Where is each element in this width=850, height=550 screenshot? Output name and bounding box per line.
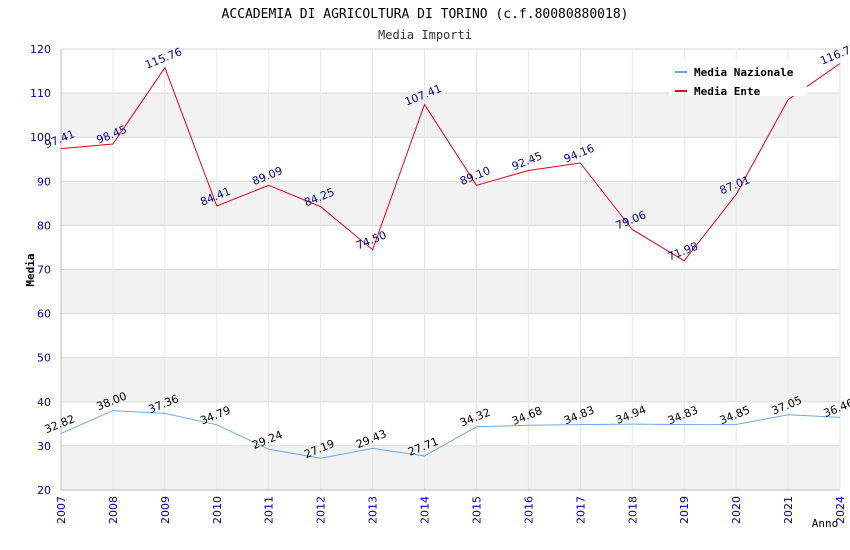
x-tick-label: 2010	[211, 496, 224, 524]
plot-background-bands	[61, 49, 840, 490]
x-tick-label: 2012	[315, 496, 328, 524]
x-tick-label: 2013	[367, 496, 380, 524]
x-tick-label: 2016	[522, 496, 535, 524]
y-tick-label: 30	[37, 440, 51, 453]
y-tick-label: 40	[37, 396, 51, 409]
y-tick-label: 50	[37, 352, 51, 365]
chart-subtitle: Media Importi	[378, 28, 472, 42]
series-lines	[60, 63, 841, 459]
y-tick-label: 100	[30, 131, 51, 144]
y-tick-label: 90	[37, 175, 51, 188]
legend: Media Nazionale Media Ente	[669, 60, 807, 98]
x-tick-label: 2014	[419, 496, 432, 524]
gridlines	[60, 48, 841, 491]
x-tick-label: 2007	[55, 496, 68, 524]
x-tick-label: 2021	[782, 496, 795, 524]
plot-band	[61, 357, 840, 402]
plot-band	[61, 313, 840, 358]
x-tick-label: 2020	[730, 496, 743, 524]
legend-label: Media Ente	[694, 85, 761, 98]
x-axis-title: Anno	[812, 517, 839, 530]
x-tick-label: 2017	[574, 496, 587, 524]
x-tick-label: 2009	[159, 496, 172, 524]
y-tick-label: 60	[37, 308, 51, 321]
y-axis-ticks: 20 30 40 50 60 70 80 90 100 110 120	[30, 43, 51, 497]
y-tick-label: 110	[30, 87, 51, 100]
x-tick-label: 2011	[263, 496, 276, 524]
y-tick-label: 70	[37, 264, 51, 277]
plot-band	[61, 137, 840, 182]
plot-band	[61, 225, 840, 270]
y-axis-title: Media	[24, 253, 37, 286]
x-tick-label: 2008	[107, 496, 120, 524]
x-tick-label: 2024	[834, 496, 847, 524]
plot-band	[61, 401, 840, 446]
x-tick-label: 2015	[470, 496, 483, 524]
series-line-1	[60, 63, 841, 262]
legend-label: Media Nazionale	[694, 66, 794, 79]
x-tick-label: 2019	[678, 496, 691, 524]
y-tick-label: 80	[37, 219, 51, 232]
y-tick-label: 20	[37, 484, 51, 497]
chart-title: ACCADEMIA DI AGRICOLTURA DI TORINO (c.f.…	[222, 7, 629, 22]
series-line-0	[60, 410, 841, 459]
plot-band	[61, 181, 840, 226]
plot-band	[61, 445, 840, 490]
x-axis-ticks: 2007 2008 2009 2010 2011 2012 2013 2014 2015 2016…	[55, 496, 847, 524]
y-tick-label: 120	[30, 43, 51, 56]
x-tick-label: 2018	[626, 496, 639, 524]
legend-box	[669, 60, 807, 96]
plot-band	[61, 93, 840, 138]
plot-band	[61, 269, 840, 314]
